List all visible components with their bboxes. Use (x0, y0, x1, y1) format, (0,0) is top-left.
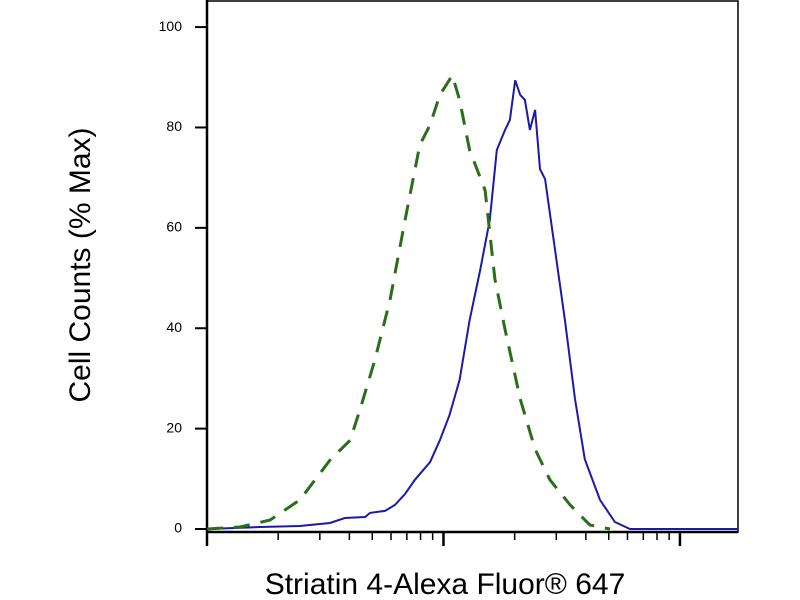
y-axis-label: Cell Counts (% Max) (64, 127, 97, 402)
y-tick-label: 60 (166, 219, 182, 235)
y-tick-label: 0 (174, 520, 182, 536)
plot-frame (206, 0, 739, 533)
histogram-line (206, 79, 738, 530)
y-tick-label: 100 (159, 18, 183, 34)
x-axis-label: Striatin 4-Alexa Fluor® 647 (265, 568, 626, 600)
histogram-line (206, 71, 611, 531)
y-tick-label: 20 (166, 419, 182, 435)
y-tick-label: 40 (166, 319, 182, 335)
y-tick-label: 80 (166, 118, 182, 134)
